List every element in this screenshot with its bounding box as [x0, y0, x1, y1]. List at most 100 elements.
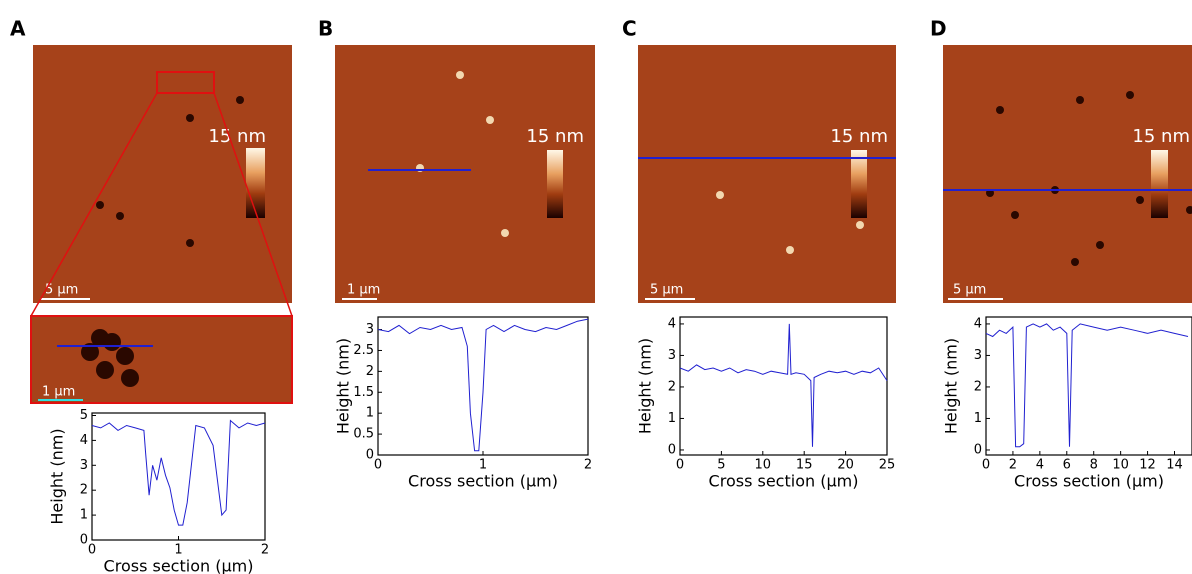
panel-label: D: [930, 17, 947, 41]
x-tick-label: 14: [1166, 458, 1183, 473]
afm-feature: [1071, 258, 1079, 266]
x-tick-label: 20: [837, 458, 854, 473]
plot-frame: [91, 412, 266, 541]
y-tick-label: 0: [974, 442, 982, 457]
x-tick-label: 25: [879, 458, 896, 473]
panel-label: B: [318, 17, 333, 41]
y-tick-label: 3: [366, 322, 374, 337]
x-tick-label: 4: [1036, 458, 1044, 473]
profile-line: [985, 323, 1189, 448]
plot-frame: [985, 316, 1192, 456]
y-tick-label: 2: [974, 379, 982, 394]
y-tick-label: 3: [80, 458, 88, 473]
colorbar-label: 15 nm: [1132, 126, 1190, 147]
profile-line: [679, 323, 888, 447]
afm-feature: [116, 212, 124, 220]
afm-feature: [81, 343, 99, 361]
y-axis-label: Height (nm): [334, 338, 353, 434]
afm-feature: [501, 229, 509, 237]
colorbar: [1151, 150, 1168, 218]
afm-feature: [103, 333, 121, 351]
afm-feature: [1126, 91, 1134, 99]
y-tick-label: 0: [80, 533, 88, 548]
scale-bar-label: 5 µm: [45, 283, 78, 298]
afm-image: [943, 45, 1192, 303]
x-tick-label: 10: [755, 458, 772, 473]
afm-feature: [856, 221, 864, 229]
y-tick-label: 0: [366, 448, 374, 463]
afm-feature: [236, 96, 244, 104]
afm-feature: [456, 71, 464, 79]
x-axis-label: Cross section (µm): [408, 472, 558, 491]
colorbar-label: 15 nm: [830, 126, 888, 147]
y-axis-label: Height (nm): [942, 338, 961, 434]
y-tick-label: 0.5: [353, 427, 374, 442]
x-tick-label: 2: [261, 543, 269, 558]
afm-feature: [1096, 241, 1104, 249]
zoom-box: [156, 71, 215, 94]
panel-label: A: [10, 17, 26, 41]
afm-feature: [116, 347, 134, 365]
profile-line: [377, 318, 589, 452]
x-axis-label: Cross section (µm): [709, 472, 859, 491]
x-tick-label: 8: [1090, 458, 1098, 473]
x-tick-label: 5: [717, 458, 725, 473]
afm-feature: [1011, 211, 1019, 219]
scale-bar-label: 1 µm: [42, 385, 75, 400]
x-axis-label: Cross section (µm): [1014, 472, 1164, 491]
x-tick-label: 1: [479, 458, 487, 473]
x-tick-label: 12: [1139, 458, 1156, 473]
afm-feature: [1076, 96, 1084, 104]
afm-feature: [486, 116, 494, 124]
y-tick-label: 3: [668, 348, 676, 363]
colorbar: [246, 148, 265, 218]
profile-line: [91, 419, 266, 526]
afm-feature: [1186, 206, 1192, 214]
x-tick-label: 2: [1009, 458, 1017, 473]
y-tick-label: 1.5: [353, 385, 374, 400]
y-tick-label: 4: [80, 433, 88, 448]
colorbar: [851, 150, 867, 218]
x-tick-label: 0: [374, 458, 382, 473]
y-tick-label: 2: [668, 379, 676, 394]
zoom-line: [30, 92, 158, 317]
y-tick-label: 1: [974, 411, 982, 426]
afm-feature: [121, 369, 139, 387]
colorbar: [547, 150, 563, 218]
scale-bar-label: 5 µm: [650, 283, 683, 298]
x-axis-label: Cross section (µm): [104, 557, 254, 574]
colorbar-label: 15 nm: [208, 126, 266, 147]
panel-label: C: [622, 17, 637, 41]
plot-frame: [679, 316, 888, 456]
y-tick-label: 1: [366, 406, 374, 421]
x-tick-label: 0: [676, 458, 684, 473]
y-tick-label: 2: [366, 364, 374, 379]
y-axis-label: Height (nm): [48, 428, 67, 524]
afm-feature: [786, 246, 794, 254]
x-tick-label: 2: [584, 458, 592, 473]
afm-feature: [96, 201, 104, 209]
x-tick-label: 1: [174, 543, 182, 558]
zoom-line: [213, 92, 293, 317]
y-tick-label: 4: [974, 316, 982, 331]
y-tick-label: 5: [80, 408, 88, 423]
inset-image: [30, 315, 293, 404]
scale-bar-label: 1 µm: [347, 283, 380, 298]
x-tick-label: 15: [796, 458, 813, 473]
y-tick-label: 0: [668, 442, 676, 457]
afm-feature: [186, 114, 194, 122]
afm-feature: [96, 361, 114, 379]
y-tick-label: 2: [80, 483, 88, 498]
x-tick-label: 0: [88, 543, 96, 558]
scale-bar-label: 5 µm: [953, 283, 986, 298]
y-tick-label: 1: [668, 411, 676, 426]
x-tick-label: 6: [1063, 458, 1071, 473]
afm-feature: [186, 239, 194, 247]
colorbar-label: 15 nm: [526, 126, 584, 147]
afm-feature: [1136, 196, 1144, 204]
x-tick-label: 0: [982, 458, 990, 473]
x-tick-label: 10: [1112, 458, 1129, 473]
afm-feature: [716, 191, 724, 199]
y-tick-label: 1: [80, 508, 88, 523]
